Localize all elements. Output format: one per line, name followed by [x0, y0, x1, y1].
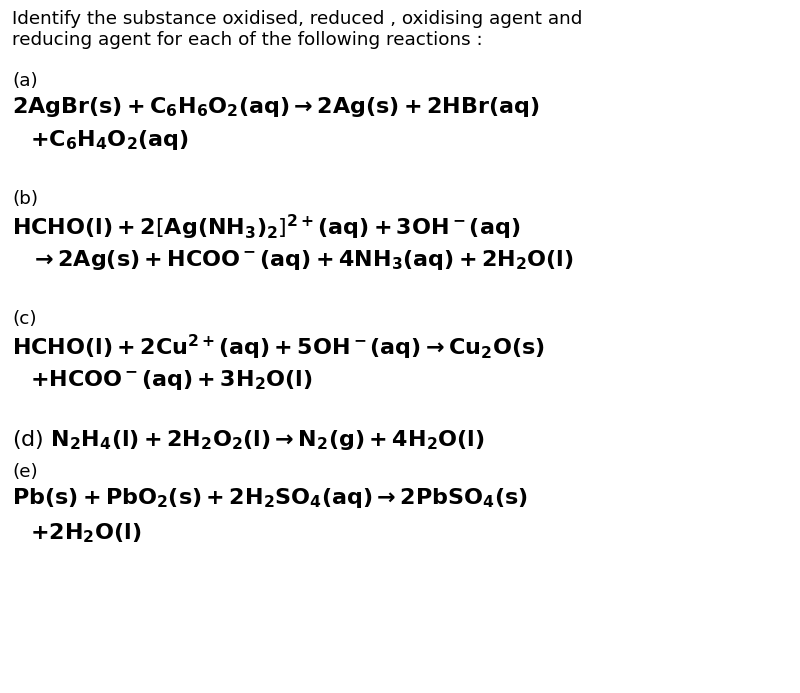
Text: $\mathbf{HCHO(l) + 2\left[Ag(NH_3)_2\right]^{2+}(aq) + 3OH^-(aq)}$: $\mathbf{HCHO(l) + 2\left[Ag(NH_3)_2\rig… — [12, 213, 520, 242]
Text: (b): (b) — [12, 190, 38, 208]
Text: $\mathbf{HCHO(l) + 2Cu^{2+}(aq) + 5OH^-(aq) \rightarrow Cu_2O(s)}$: $\mathbf{HCHO(l) + 2Cu^{2+}(aq) + 5OH^-(… — [12, 333, 545, 362]
Text: $\mathbf{+ 2H_2O(l)}$: $\mathbf{+ 2H_2O(l)}$ — [30, 521, 142, 545]
Text: Identify the substance oxidised, reduced , oxidising agent and
reducing agent fo: Identify the substance oxidised, reduced… — [12, 10, 582, 49]
Text: (d) $\mathbf{N_2H_4(l) + 2H_2O_2(l) \rightarrow N_2(g) + 4H_2O(l)}$: (d) $\mathbf{N_2H_4(l) + 2H_2O_2(l) \rig… — [12, 428, 485, 452]
Text: $\mathbf{+ C_6H_4O_2(aq)}$: $\mathbf{+ C_6H_4O_2(aq)}$ — [30, 128, 189, 152]
Text: (c): (c) — [12, 310, 37, 328]
Text: $\mathbf{2AgBr(s) + C_6H_6O_2(aq) \rightarrow 2Ag(s) + 2HBr(aq)}$: $\mathbf{2AgBr(s) + C_6H_6O_2(aq) \right… — [12, 95, 540, 119]
Text: $\mathbf{Pb(s) + PbO_2(s) + 2H_2SO_4(aq) \rightarrow 2PbSO_4(s)}$: $\mathbf{Pb(s) + PbO_2(s) + 2H_2SO_4(aq)… — [12, 486, 528, 510]
Text: $\mathbf{+ HCOO^-(aq) + 3H_2O(l)}$: $\mathbf{+ HCOO^-(aq) + 3H_2O(l)}$ — [30, 368, 313, 392]
Text: $\mathbf{\rightarrow 2Ag(s) + HCOO^-(aq) + 4NH_3(aq) + 2H_2O(l)}$: $\mathbf{\rightarrow 2Ag(s) + HCOO^-(aq)… — [30, 248, 574, 272]
Text: (e): (e) — [12, 463, 38, 481]
Text: (a): (a) — [12, 72, 38, 90]
